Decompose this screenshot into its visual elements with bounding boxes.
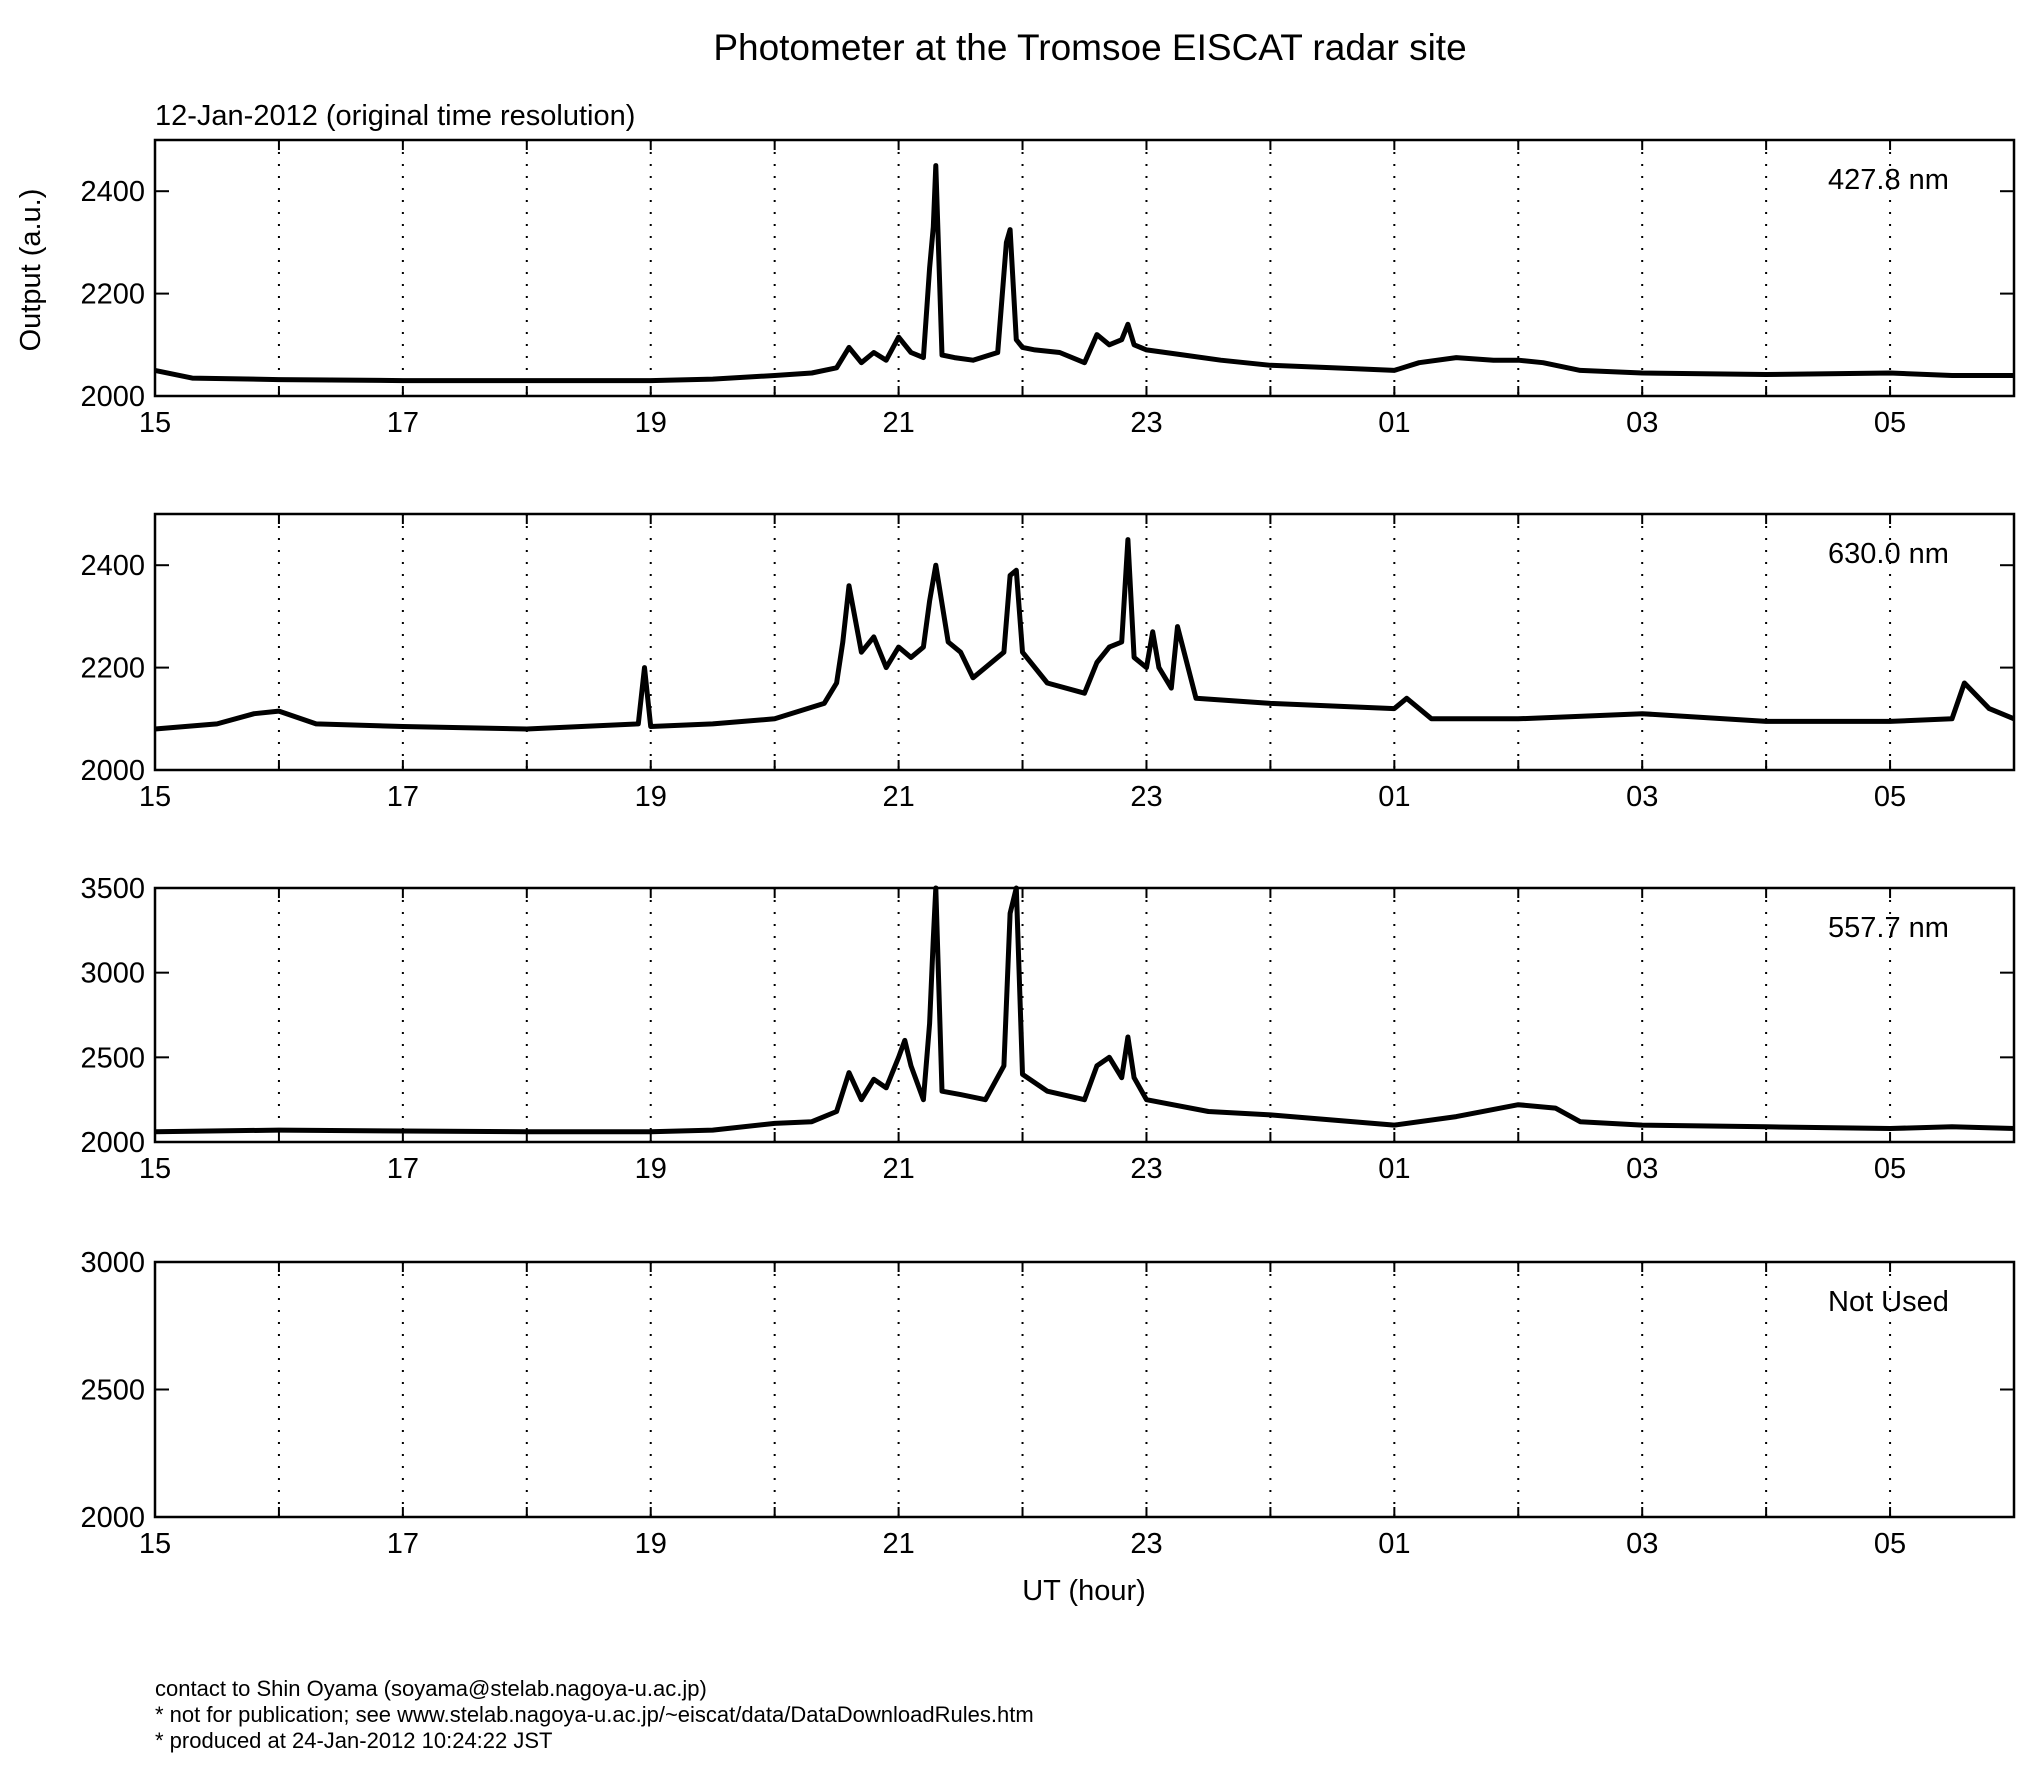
y-tick-label: 2000 bbox=[80, 755, 145, 787]
y-tick-label: 2000 bbox=[80, 381, 145, 413]
x-tick-label: 03 bbox=[1626, 781, 1658, 813]
y-tick-label: 3000 bbox=[80, 1247, 145, 1279]
x-tick-label: 17 bbox=[387, 781, 419, 813]
x-tick-label: 17 bbox=[387, 1153, 419, 1185]
x-tick-label: 15 bbox=[139, 781, 171, 813]
panel-4: 15 17 19 21 23 01 03 05 2000 2500 3000 Not Used bbox=[80, 1247, 2016, 1560]
y-tick-label: 2400 bbox=[80, 550, 145, 582]
x-tick-label: 23 bbox=[1130, 407, 1162, 439]
panel-label: 630.0 nm bbox=[1828, 538, 1949, 570]
x-tick-label: 15 bbox=[139, 1153, 171, 1185]
x-tick-label: 03 bbox=[1626, 1528, 1658, 1560]
y-tick-label: 3500 bbox=[80, 873, 145, 905]
y-tick-label: 2200 bbox=[80, 653, 145, 685]
y-tick-label: 2400 bbox=[80, 176, 145, 208]
plot-frame bbox=[153, 886, 2016, 1144]
x-tick-label: 01 bbox=[1378, 1153, 1410, 1185]
data-series-line bbox=[154, 163, 2014, 384]
x-tick-label: 03 bbox=[1626, 1153, 1658, 1185]
x-tick-label: 19 bbox=[635, 1153, 667, 1185]
x-axis-label: UT (hour) bbox=[1022, 1575, 1146, 1607]
y-tick-label: 2200 bbox=[80, 279, 145, 311]
x-tick-label: 05 bbox=[1874, 407, 1906, 439]
panel-3: 15 17 19 21 23 01 03 05 2000 2500 3000 3500 557.7 nm bbox=[80, 873, 2016, 1185]
x-tick-label: 23 bbox=[1130, 1528, 1162, 1560]
x-tick-label: 03 bbox=[1626, 407, 1658, 439]
x-tick-label: 01 bbox=[1378, 781, 1410, 813]
x-tick-label: 01 bbox=[1378, 1528, 1410, 1560]
panel-1: 15 17 19 21 23 01 03 05 2000 2200 2400 427.8 nm bbox=[80, 138, 2016, 439]
x-tick-label: 19 bbox=[635, 781, 667, 813]
data-series-line bbox=[154, 885, 2015, 1135]
panel-label: 557.7 nm bbox=[1828, 912, 1949, 944]
y-tick-label: 3000 bbox=[80, 958, 145, 990]
footer-produced: * produced at 24-Jan-2012 10:24:22 JST bbox=[155, 1728, 553, 1753]
panel-label: Not Used bbox=[1828, 1286, 1949, 1318]
chart-title: Photometer at the Tromsoe EISCAT radar s… bbox=[713, 27, 1466, 68]
x-tick-label: 21 bbox=[882, 781, 914, 813]
y-tick-label: 2000 bbox=[80, 1127, 145, 1159]
plot-frame bbox=[153, 1260, 2016, 1519]
x-tick-label: 01 bbox=[1378, 407, 1410, 439]
x-tick-label: 17 bbox=[387, 407, 419, 439]
data-series-line bbox=[154, 537, 2015, 732]
x-tick-label: 19 bbox=[635, 407, 667, 439]
y-tick-label: 2500 bbox=[80, 1042, 145, 1074]
x-tick-label: 05 bbox=[1874, 1528, 1906, 1560]
footer-notice: * not for publication; see www.stelab.na… bbox=[155, 1702, 1034, 1727]
plot-frame bbox=[153, 138, 2016, 398]
y-axis-label: Output (a.u.) bbox=[15, 189, 47, 352]
panel-2: 15 17 19 21 23 01 03 05 2000 2200 2400 630.0 nm bbox=[80, 512, 2016, 813]
footer-contact: contact to Shin Oyama (soyama@stelab.nag… bbox=[155, 1676, 707, 1701]
x-tick-label: 17 bbox=[387, 1528, 419, 1560]
x-tick-label: 15 bbox=[139, 1528, 171, 1560]
x-tick-label: 23 bbox=[1130, 1153, 1162, 1185]
panels: 15 17 19 21 23 01 03 05 2000 2200 2400 427.8 nm 15 17… bbox=[80, 138, 2016, 1560]
x-tick-label: 21 bbox=[882, 1153, 914, 1185]
panel-label: 427.8 nm bbox=[1828, 164, 1949, 196]
x-tick-label: 21 bbox=[882, 407, 914, 439]
x-tick-label: 05 bbox=[1874, 1153, 1906, 1185]
x-tick-label: 21 bbox=[882, 1528, 914, 1560]
x-tick-label: 23 bbox=[1130, 781, 1162, 813]
x-tick-label: 05 bbox=[1874, 781, 1906, 813]
y-tick-label: 2000 bbox=[80, 1502, 145, 1534]
x-tick-label: 15 bbox=[139, 407, 171, 439]
x-tick-label: 19 bbox=[635, 1528, 667, 1560]
chart-subtitle: 12-Jan-2012 (original time resolution) bbox=[155, 100, 635, 132]
y-tick-label: 2500 bbox=[80, 1375, 145, 1407]
plot-frame bbox=[153, 512, 2016, 772]
